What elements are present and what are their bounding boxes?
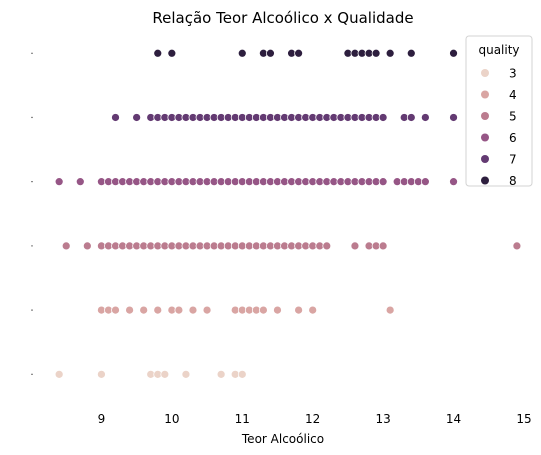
x-tick-label: 12: [305, 412, 320, 426]
data-point: [54, 177, 64, 187]
data-point: [420, 177, 430, 187]
data-point: [139, 305, 149, 315]
data-point: [449, 113, 458, 122]
points-layer: [31, 48, 522, 379]
legend-label: 3: [509, 67, 517, 81]
legend: quality 3 4 5 6 7 8: [465, 35, 533, 188]
data-point: [378, 113, 388, 122]
data-point: [512, 241, 522, 251]
legend-label: 6: [509, 131, 517, 145]
data-point: [125, 305, 134, 315]
data-point: [132, 113, 142, 122]
data-point: [406, 113, 416, 122]
legend-item-6: 6: [481, 131, 517, 145]
data-point: [294, 305, 303, 315]
legend-marker: [481, 69, 489, 77]
x-tick-label: 13: [375, 412, 390, 426]
row-marker: [31, 52, 33, 54]
data-point: [322, 241, 332, 251]
legend-item-7: 7: [481, 153, 517, 167]
data-point: [111, 113, 120, 122]
data-point: [406, 48, 416, 58]
row-marker: [31, 180, 33, 183]
legend-label: 5: [509, 110, 517, 124]
data-point: [153, 305, 163, 315]
legend-title: quality: [478, 43, 519, 57]
x-tick-label: 10: [164, 412, 179, 426]
data-point: [378, 177, 388, 187]
data-point: [174, 305, 184, 315]
data-point: [54, 369, 64, 379]
data-point: [273, 305, 282, 315]
x-axis-ticks: 9 10 11 12 13 14 15: [98, 412, 532, 426]
legend-label: 4: [509, 88, 517, 102]
legend-item-3: 3: [481, 67, 517, 81]
data-point: [371, 48, 381, 58]
chart-title: Relação Teor Alcoólico x Qualidade: [152, 9, 413, 27]
legend-marker: [481, 176, 489, 185]
data-point: [167, 48, 177, 58]
legend-label: 7: [509, 153, 517, 167]
data-point: [385, 305, 395, 315]
data-point: [75, 177, 85, 187]
row-marker: [31, 116, 33, 119]
data-point: [216, 369, 226, 379]
data-point: [202, 305, 212, 315]
x-axis-title: Teor Alcoólico: [241, 432, 324, 446]
legend-marker: [481, 133, 489, 142]
series-quality-8: [31, 48, 458, 58]
row-marker: [31, 245, 33, 247]
series-quality-3: [31, 369, 247, 379]
x-tick-label: 9: [98, 412, 106, 426]
legend-items: 3 4 5 6 7 8: [481, 67, 517, 188]
data-point: [420, 113, 430, 122]
data-point: [160, 369, 170, 379]
data-point: [61, 241, 71, 251]
row-marker: [31, 373, 33, 376]
data-point: [153, 48, 163, 58]
data-point: [385, 48, 395, 58]
series-quality-5: [31, 241, 522, 251]
legend-box: [465, 35, 533, 187]
data-point: [378, 241, 388, 251]
legend-marker: [481, 112, 489, 120]
legend-label: 8: [509, 174, 517, 188]
legend-item-5: 5: [481, 110, 517, 124]
x-tick-label: 14: [446, 412, 461, 426]
data-point: [449, 48, 458, 58]
data-point: [294, 48, 303, 58]
legend-item-8: 8: [481, 174, 517, 188]
data-point: [449, 177, 458, 187]
data-point: [82, 241, 92, 251]
series-quality-7: [31, 113, 458, 122]
series-quality-6: [31, 177, 458, 187]
data-point: [97, 369, 106, 379]
data-point: [237, 369, 247, 379]
data-point: [111, 305, 120, 315]
data-point: [188, 305, 198, 315]
x-tick-label: 15: [516, 412, 531, 426]
legend-item-4: 4: [481, 88, 517, 102]
legend-marker: [481, 155, 489, 163]
series-quality-4: [31, 305, 395, 315]
data-point: [350, 241, 360, 251]
data-point: [266, 48, 275, 58]
x-tick-label: 11: [235, 412, 250, 426]
data-point: [308, 305, 318, 315]
data-point: [259, 305, 268, 315]
row-marker: [31, 309, 33, 311]
legend-marker: [481, 90, 489, 99]
data-point: [237, 48, 247, 58]
data-point: [181, 369, 191, 379]
